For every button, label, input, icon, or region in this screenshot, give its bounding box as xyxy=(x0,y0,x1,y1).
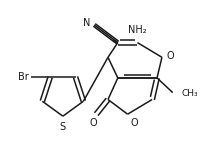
Text: O: O xyxy=(131,118,138,128)
Text: N: N xyxy=(83,18,90,28)
Text: O: O xyxy=(89,118,97,128)
Text: O: O xyxy=(167,51,175,61)
Text: CH₃: CH₃ xyxy=(181,89,198,98)
Text: Br: Br xyxy=(18,72,29,82)
Text: S: S xyxy=(60,122,66,132)
Text: NH₂: NH₂ xyxy=(128,25,147,35)
